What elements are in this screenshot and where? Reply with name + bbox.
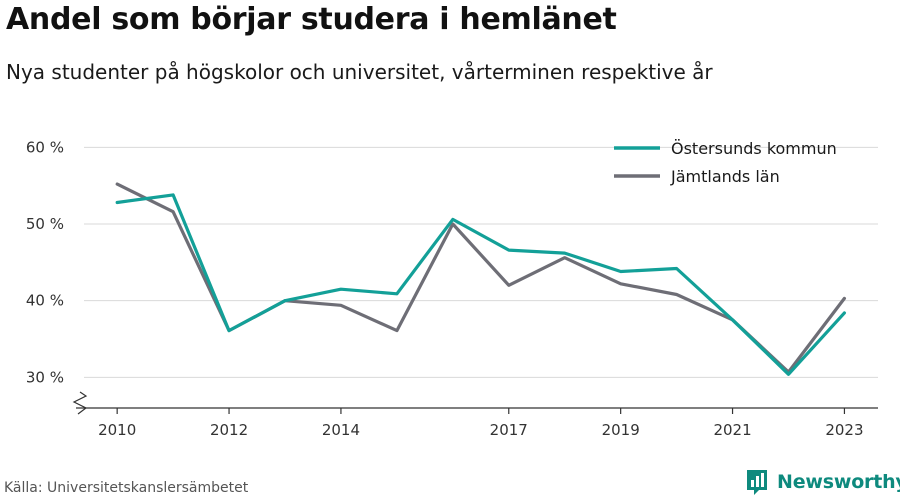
y-tick-label: 60 % — [26, 138, 64, 156]
y-tick-labels: 60 % 50 % 40 % 30 % — [26, 138, 64, 386]
legend: Östersunds kommun Jämtlands län — [614, 139, 837, 186]
x-tick-label: 2017 — [490, 421, 528, 439]
brand-logo: Newsworthy — [745, 468, 900, 496]
y-tick-label: 50 % — [26, 215, 64, 233]
x-tick-label: 2021 — [713, 421, 751, 439]
y-tick-label: 30 % — [26, 368, 64, 386]
series-line-1 — [115, 193, 847, 376]
series-line-2 — [115, 182, 847, 374]
newsworthy-logo-icon — [747, 470, 767, 495]
legend-label: Östersunds kommun — [671, 139, 837, 158]
chart-subtitle: Nya studenter på högskolor och universit… — [6, 60, 713, 84]
x-tick-label: 2012 — [210, 421, 248, 439]
legend-label: Jämtlands län — [670, 167, 780, 186]
x-tick-labels: 2010 2012 2014 2017 2019 2021 2023 — [98, 421, 863, 439]
y-grid — [84, 146, 878, 378]
x-axis — [76, 407, 878, 414]
source-note: Källa: Universitetskanslersämbetet — [4, 480, 249, 496]
axis-break-icon — [72, 391, 88, 415]
series-lines — [115, 182, 847, 376]
x-tick-label: 2019 — [602, 421, 640, 439]
brand-name: Newsworthy — [777, 471, 900, 493]
y-tick-label: 40 % — [26, 292, 64, 310]
x-tick-label: 2023 — [825, 421, 863, 439]
x-tick-label: 2014 — [322, 421, 360, 439]
chart-title: Andel som börjar studera i hemlänet — [6, 2, 617, 37]
axis-break-zigzag — [72, 391, 88, 415]
x-tick-label: 2010 — [98, 421, 136, 439]
